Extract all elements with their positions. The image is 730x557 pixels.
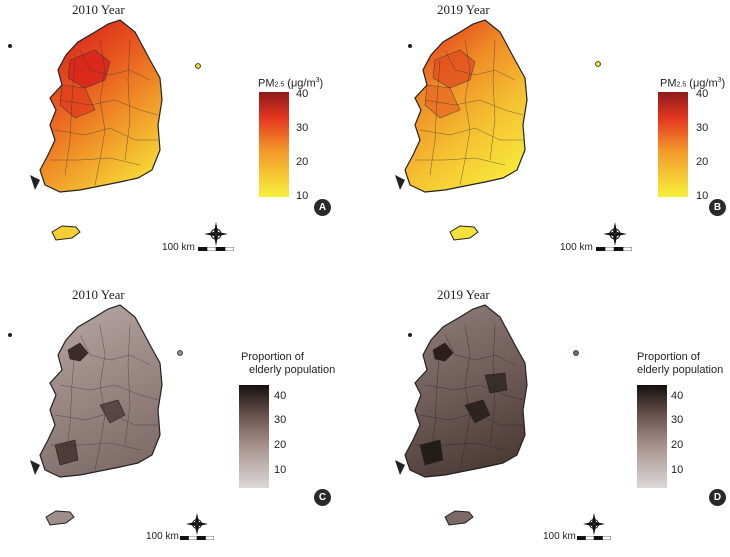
compass-icon (603, 222, 627, 246)
legend-tick: 10 (696, 190, 709, 202)
year-label: 2019 Year (437, 287, 490, 302)
panel-b: 2019 Year PM2.5 (μg/m3) 40 30 20 10 B 10… (365, 0, 730, 272)
year-label: 2010 Year (72, 287, 125, 302)
legend-tick: 40 (671, 390, 684, 402)
scale-bar (198, 247, 234, 251)
panel-a: 2010 Year PM2.5 (μg/m3) 40 30 20 10 A 10… (0, 0, 365, 272)
panel-badge: C (314, 489, 331, 506)
panel-d: 2019 Year Proportion of elderly populatio… (365, 285, 730, 557)
scale-label: 100 km (543, 531, 576, 542)
legend-tick: 10 (671, 464, 684, 476)
legend-tick: 20 (696, 156, 709, 168)
korea-map-elderly-2010 (8, 304, 183, 526)
legend-colorbar (637, 385, 667, 488)
legend-colorbar (259, 92, 289, 197)
legend-tick: 30 (296, 122, 309, 134)
compass-icon (204, 222, 228, 246)
legend-title: Proportion of elderly population (241, 351, 336, 376)
legend-tick: 30 (671, 414, 684, 426)
panel-badge: D (709, 489, 726, 506)
legend-title: Proportion of elderly population (637, 351, 724, 376)
compass-icon (186, 513, 208, 535)
scale-label: 100 km (146, 531, 179, 542)
legend-tick: 40 (296, 88, 309, 100)
year-label: 2010 Year (72, 2, 125, 17)
legend-tick: 20 (274, 439, 287, 451)
scale-bar (596, 247, 632, 251)
legend-tick: 20 (296, 156, 309, 168)
legend-tick: 40 (274, 390, 287, 402)
scale-label: 100 km (560, 242, 593, 253)
scale-bar (577, 536, 611, 540)
legend-tick: 20 (671, 439, 684, 451)
korea-map-elderly-2019 (395, 304, 579, 526)
legend-tick: 30 (274, 414, 287, 426)
legend-title: PM2.5 (μg/m3) (258, 77, 324, 90)
compass-icon (583, 513, 605, 535)
legend-colorbar (239, 385, 269, 488)
legend-title: PM2.5 (μg/m3) (660, 77, 726, 90)
legend-colorbar (658, 92, 688, 197)
panel-c: 2010 Year Proportion of elderly populatio… (0, 285, 365, 557)
legend-tick: 30 (696, 122, 709, 134)
panel-badge: B (709, 199, 726, 216)
legend-tick: 10 (296, 190, 309, 202)
legend-tick: 40 (696, 88, 709, 100)
legend-tick: 10 (274, 464, 287, 476)
panel-badge: A (314, 199, 331, 216)
korea-map-pm25-2010 (8, 19, 201, 241)
korea-map-pm25-2019 (395, 19, 601, 241)
scale-label: 100 km (162, 242, 195, 253)
year-label: 2019 Year (437, 2, 490, 17)
scale-bar (180, 536, 214, 540)
